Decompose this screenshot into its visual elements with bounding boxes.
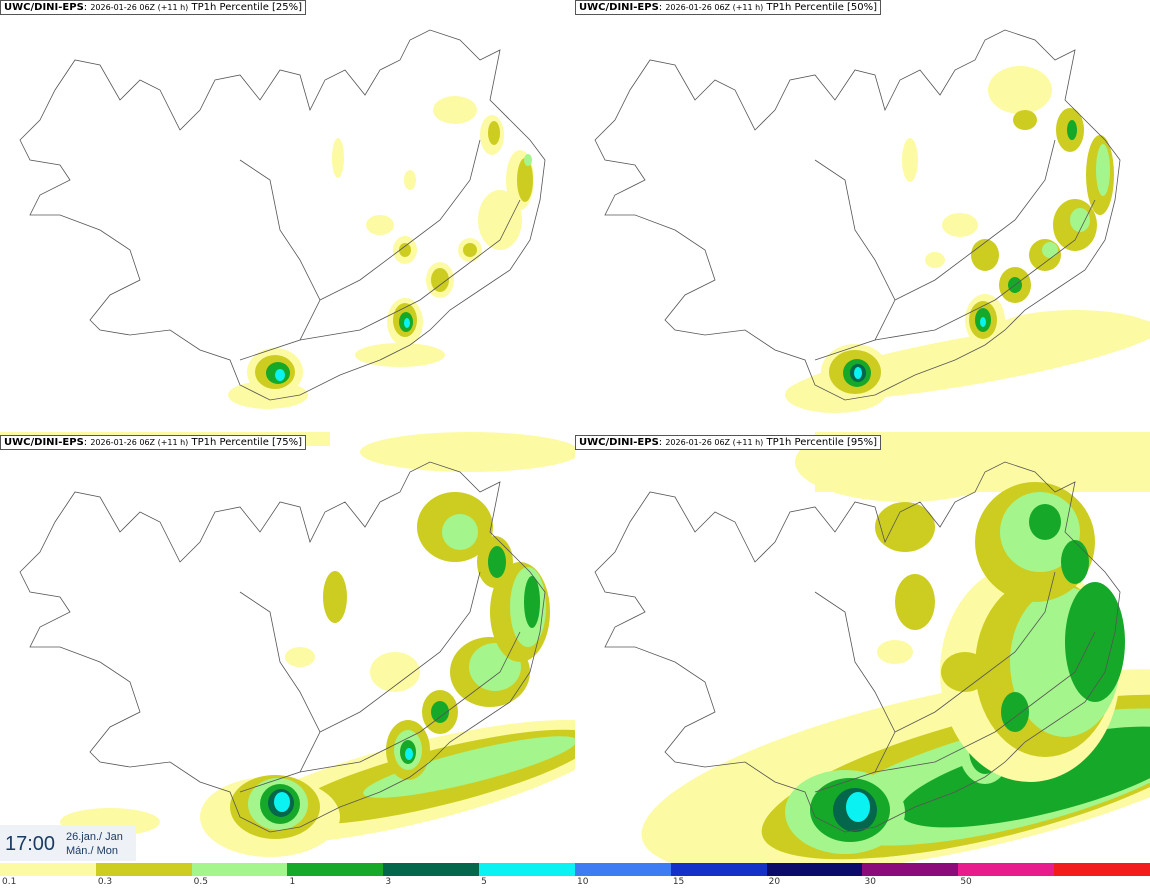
map-canvas [19,29,546,409]
legend-color-bar [0,863,1150,876]
legend-label: 0.3 [97,877,113,887]
legend-swatch [574,863,671,876]
panel-title: UWC/DINI-EPS: 2026-01-26 06Z (+11 h) TP1… [575,435,882,450]
legend-label: 15 [672,877,685,887]
legend-swatch [191,863,288,876]
map-canvas [594,432,1150,863]
valid-date: 26.jan./ Jan Mán./ Mon [66,830,123,858]
field-name: TP1h Percentile [95%] [766,437,878,448]
model-name: UWC/DINI-EPS [4,437,84,448]
legend-swatch [766,863,863,876]
panel-title: UWC/DINI-EPS: 2026-01-26 06Z (+11 h) TP1… [575,0,882,15]
map-panel-p25: UWC/DINI-EPS: 2026-01-26 06Z (+11 h) TP1… [0,0,575,431]
legend-label: 3 [385,877,392,887]
model-name: UWC/DINI-EPS [4,2,84,13]
field-name: TP1h Percentile [25%] [191,2,303,13]
legend-label: 20 [768,877,781,887]
field-name: TP1h Percentile [50%] [766,2,878,13]
valid-time: 17:00 [5,833,56,855]
legend-swatch [95,863,192,876]
coastline [19,29,546,401]
coastline [594,461,1121,833]
legend-label: 5 [481,877,487,887]
run-time: 2026-01-26 06Z (+11 h) [90,3,189,12]
legend-swatch [1054,863,1150,876]
valid-date-line2: Mán./ Mon [66,845,118,857]
model-name: UWC/DINI-EPS [579,437,659,448]
precip-field [641,432,1150,863]
map-canvas [594,29,1150,413]
run-time: 2026-01-26 06Z (+11 h) [665,438,764,447]
legend-swatch [670,863,767,876]
legend-label: 10 [577,877,589,887]
panel-title: UWC/DINI-EPS: 2026-01-26 06Z (+11 h) TP1… [0,435,307,450]
legend-label: 0.1 [2,877,17,887]
map-panel-p75: UWC/DINI-EPS: 2026-01-26 06Z (+11 h) TP1… [0,432,575,863]
map-panel-p50: UWC/DINI-EPS: 2026-01-26 06Z (+11 h) TP1… [575,0,1150,431]
legend-swatch [0,863,96,876]
valid-time-box: 17:00 26.jan./ Jan Mán./ Mon [0,825,136,861]
legend-label: 1 [289,877,296,887]
legend-label: 30 [864,877,876,887]
color-legend: 0.1 0.3 0.5 1 3 5 10 15 20 30 50 [0,863,1150,891]
precip-field [785,66,1150,413]
legend-swatch [958,863,1055,876]
coastline [594,29,1121,401]
legend-swatch [862,863,959,876]
valid-date-line1: 26.jan./ Jan [66,831,123,843]
precip-field [0,432,575,857]
legend-swatch [383,863,480,876]
legend-swatch [287,863,384,876]
field-name: TP1h Percentile [75%] [191,437,303,448]
legend-label: 50 [960,877,972,887]
legend-swatch [479,863,575,876]
run-time: 2026-01-26 06Z (+11 h) [90,438,189,447]
legend-label: 0.5 [193,877,208,887]
panel-title: UWC/DINI-EPS: 2026-01-26 06Z (+11 h) TP1… [0,0,307,15]
map-panel-p95: UWC/DINI-EPS: 2026-01-26 06Z (+11 h) TP1… [575,432,1150,863]
precip-field [228,96,534,409]
model-name: UWC/DINI-EPS [579,2,659,13]
coastline [19,461,546,833]
map-canvas [0,432,575,857]
run-time: 2026-01-26 06Z (+11 h) [665,3,764,12]
